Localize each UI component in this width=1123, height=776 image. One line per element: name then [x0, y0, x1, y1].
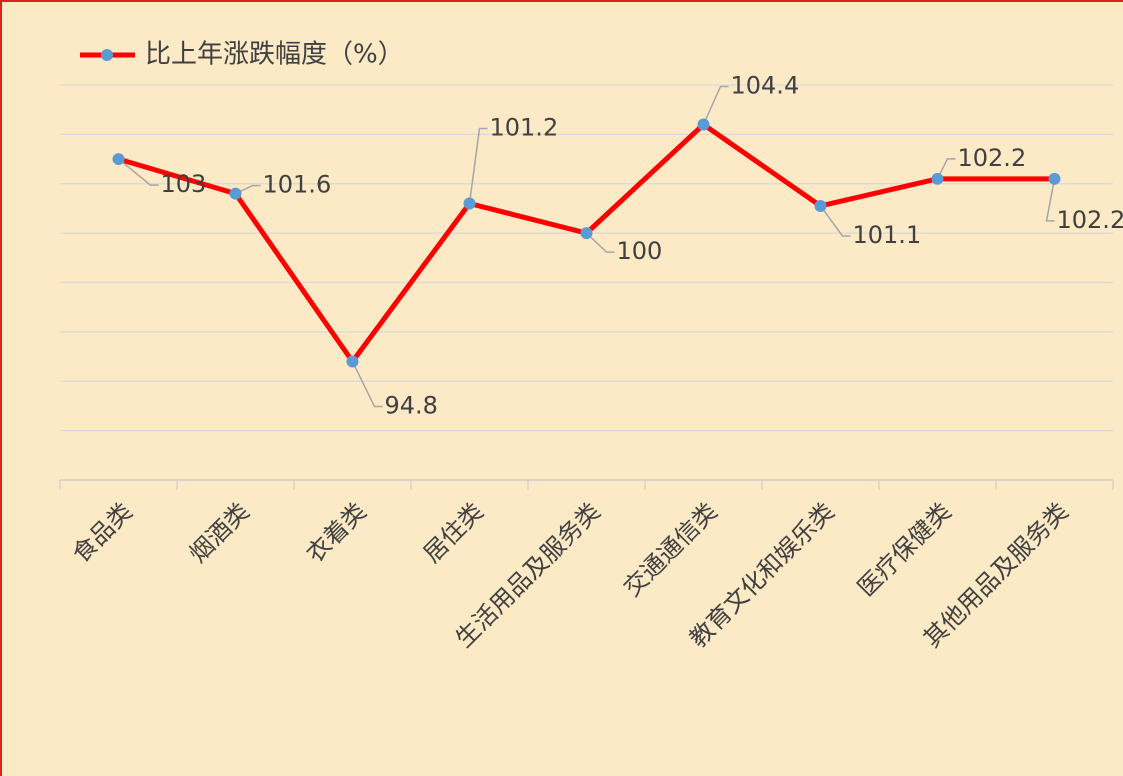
leader-line: [468, 127, 488, 204]
data-label: 104.4: [731, 72, 800, 100]
legend-label: 比上年涨跌幅度（%）: [145, 40, 404, 70]
marker: [1048, 172, 1061, 185]
marker: [346, 355, 359, 368]
leader-line: [819, 205, 851, 237]
leader-line: [235, 184, 261, 195]
data-label: 100: [617, 237, 663, 265]
leader-line: [702, 85, 729, 125]
legend-marker: [101, 49, 113, 61]
data-label: 102.2: [958, 144, 1027, 172]
data-label: 102.2: [1057, 206, 1123, 234]
leader-line: [1045, 178, 1056, 222]
marker: [697, 118, 710, 131]
marker: [112, 153, 125, 166]
data-label: 94.8: [385, 392, 438, 420]
marker: [814, 199, 827, 212]
marker: [229, 187, 242, 200]
data-label: 101.6: [263, 171, 332, 199]
leader-line: [585, 232, 615, 253]
marker: [931, 172, 944, 185]
data-label: 101.2: [490, 114, 559, 142]
marker: [463, 197, 476, 210]
data-label: 103: [161, 170, 207, 198]
marker: [580, 227, 593, 240]
data-label: 101.1: [853, 221, 922, 249]
leader-line: [351, 361, 383, 408]
leader-line: [936, 158, 956, 180]
leader-line: [118, 158, 159, 186]
